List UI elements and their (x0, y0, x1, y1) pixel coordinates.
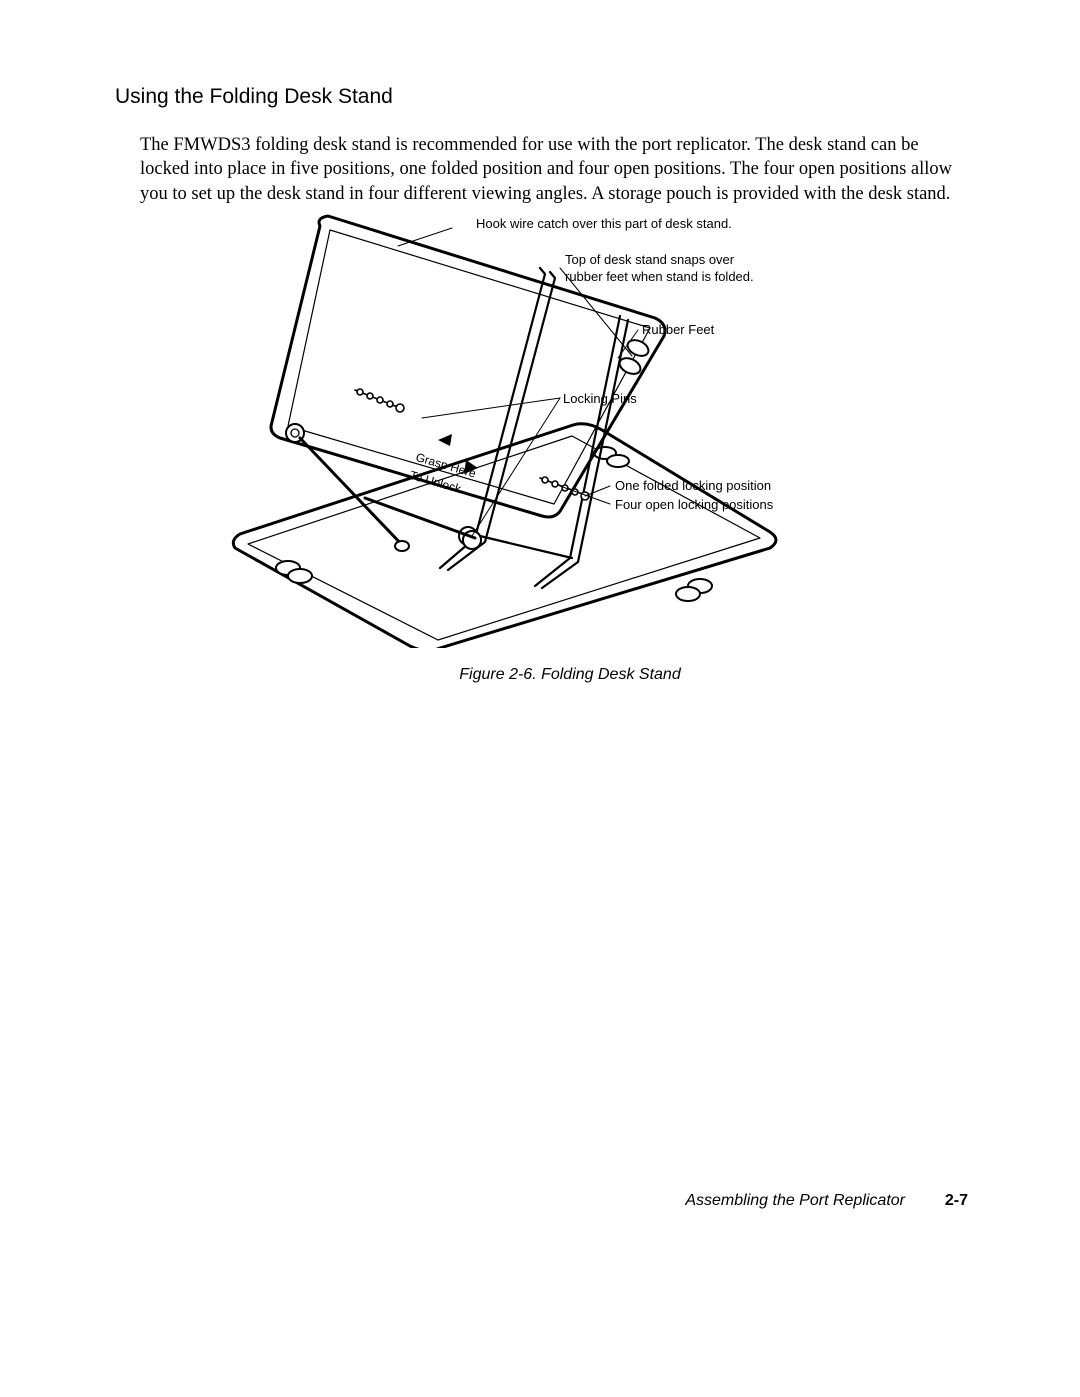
annot-top-snaps-1: Top of desk stand snaps over (565, 252, 734, 269)
section-heading: Using the Folding Desk Stand (115, 85, 970, 109)
footer-section-title: Assembling the Port Replicator (685, 1192, 905, 1210)
figure-caption: Figure 2-6. Folding Desk Stand (140, 666, 1000, 684)
annot-top-snaps-2: rubber feet when stand is folded. (565, 269, 754, 286)
annot-one-folded: One folded locking position (615, 478, 771, 495)
annot-locking-pins: Locking Pins (563, 391, 637, 408)
figure-container: Hook wire catch over this part of desk s… (140, 208, 1000, 648)
page-content: Using the Folding Desk Stand The FMWDS3 … (0, 0, 1080, 684)
footer-page-number: 2-7 (945, 1192, 968, 1210)
annot-hook-wire: Hook wire catch over this part of desk s… (476, 216, 732, 233)
annot-four-open: Four open locking positions (615, 497, 773, 514)
annot-rubber-feet: Rubber Feet (642, 322, 714, 339)
body-paragraph: The FMWDS3 folding desk stand is recomme… (140, 133, 970, 206)
